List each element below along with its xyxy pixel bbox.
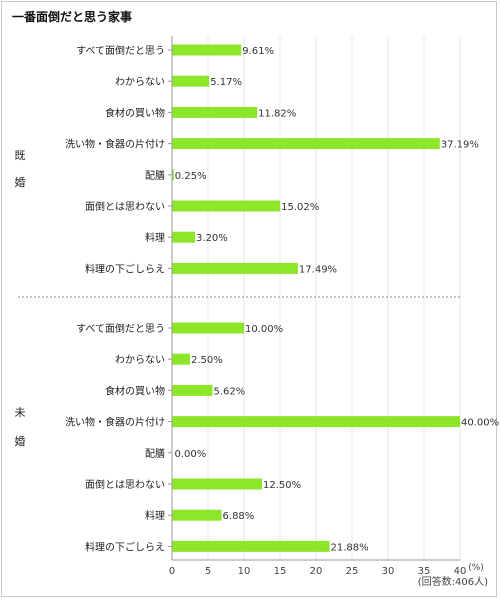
category-label: 食材の買い物 (105, 384, 165, 397)
bar (172, 231, 196, 243)
value-label: 10.00% (245, 324, 283, 335)
x-tick-label: 20 (310, 566, 323, 577)
category-label: 料理 (145, 509, 165, 522)
x-tick-label: 40 (454, 566, 467, 577)
category-label: 配膳 (145, 447, 165, 460)
category-label: 配膳 (145, 169, 165, 182)
axis: 0 5 10 15 20 25 30 35 40 (18, 36, 466, 577)
bar (172, 75, 210, 87)
bar (172, 509, 222, 521)
value-label: 5.17% (210, 77, 242, 88)
x-tick-label: 30 (382, 566, 395, 577)
category-label: 食材の買い物 (105, 106, 165, 119)
category-label: 洗い物・食器の片付け (65, 138, 165, 151)
value-label: 0.25% (175, 171, 207, 182)
value-label: 0.00% (175, 449, 207, 460)
respondent-count-note: (回答数:406人) (418, 575, 488, 588)
group-label-char: 既 (15, 149, 26, 162)
category-label: 料理の下ごしらえ (85, 262, 165, 275)
value-label: 2.50% (191, 355, 223, 366)
x-axis-unit: (%) (468, 563, 484, 573)
value-label: 15.02% (281, 202, 319, 213)
chart-title: 一番面倒だと思う家事 (12, 9, 132, 24)
bar (172, 353, 190, 365)
category-label: 面倒とは思わない (85, 201, 165, 213)
x-tick-label: 5 (205, 566, 211, 577)
x-tick-label: 15 (274, 566, 287, 577)
category-label: わからない (115, 354, 165, 366)
x-tick-label: 25 (346, 566, 359, 577)
value-label: 40.00% (461, 418, 499, 429)
group-label-char: 婚 (15, 434, 26, 448)
bar (172, 540, 330, 552)
bar (172, 262, 298, 274)
value-label: 21.88% (331, 542, 369, 553)
value-label: 9.61% (242, 46, 274, 57)
bars (172, 44, 460, 552)
x-tick-label: 35 (418, 566, 431, 577)
bar (172, 478, 262, 490)
x-tick-label: 0 (169, 566, 175, 577)
value-label: 37.19% (441, 140, 479, 151)
value-label: 3.20% (196, 233, 228, 244)
group-label-char: 未 (15, 406, 26, 419)
value-label: 5.62% (213, 386, 245, 397)
bar (172, 416, 460, 428)
category-label: 料理 (145, 231, 165, 244)
value-label: 11.82% (258, 108, 296, 119)
value-label: 12.50% (263, 480, 301, 491)
category-label: 洗い物・食器の片付け (65, 416, 165, 429)
bar (172, 384, 213, 396)
gridlines (207, 36, 461, 560)
value-label: 17.49% (299, 264, 337, 275)
category-label: 面倒とは思わない (85, 479, 165, 491)
bar (172, 200, 281, 212)
bar (172, 169, 174, 181)
bar (172, 44, 242, 56)
bar (172, 106, 258, 118)
category-label: 料理の下ごしらえ (85, 540, 165, 553)
value-label: 6.88% (223, 511, 255, 522)
bar (172, 138, 440, 150)
category-label: すべて面倒だと思う (76, 323, 165, 335)
category-label: すべて面倒だと思う (76, 45, 165, 57)
group-label-char: 婚 (15, 175, 26, 189)
category-label: わからない (115, 76, 165, 88)
x-tick-label: 10 (238, 566, 251, 577)
bar (172, 322, 244, 334)
